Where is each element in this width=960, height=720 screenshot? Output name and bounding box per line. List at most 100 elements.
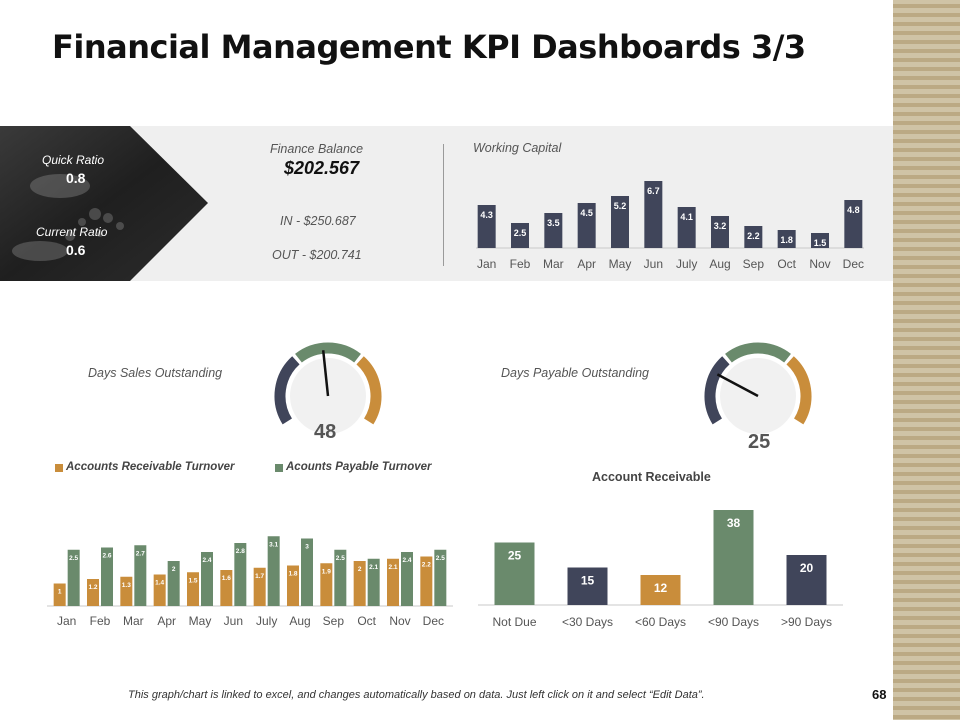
gauge-segment-high bbox=[356, 356, 382, 425]
turnover-data-label: 1.2 bbox=[88, 584, 97, 591]
turnover-data-label: 2.8 bbox=[236, 548, 245, 555]
payable-bar bbox=[434, 549, 447, 606]
turnover-data-label: 2 bbox=[358, 566, 362, 573]
receivable-bar bbox=[287, 565, 299, 606]
turnover-chart: 1 2.5 Jan 1.2 2.6 Feb 1.3 2.7 Mar 1.4 2 Apr 1.5 2.4 Ma… bbox=[47, 536, 453, 628]
wc-tick-label: Jun bbox=[644, 257, 663, 271]
ar-data-label: 15 bbox=[581, 574, 595, 588]
working-capital-title: Working Capital bbox=[473, 141, 562, 155]
receivable-bar bbox=[87, 579, 99, 606]
legend-payable: Acounts Payable Turnover bbox=[286, 461, 432, 473]
ar-bar bbox=[640, 575, 681, 605]
turnover-tick-label: Jun bbox=[224, 614, 243, 628]
wc-tick-label: Sep bbox=[743, 257, 765, 271]
payable-bar bbox=[334, 549, 347, 606]
wc-bar bbox=[677, 207, 696, 248]
receivable-bar bbox=[153, 574, 166, 606]
wc-data-label: 2.5 bbox=[514, 228, 527, 238]
working-capital-chart: 4.3 Jan 2.5 Feb 3.5 Mar 4.5 Apr 5.2 May 6.7 Jun 4.1 J… bbox=[476, 181, 864, 271]
wc-bar bbox=[844, 200, 863, 248]
current-ratio-label: Current Ratio bbox=[36, 225, 108, 239]
gauge-segment-low bbox=[274, 356, 300, 425]
turnover-data-label: 1.4 bbox=[155, 580, 164, 587]
page-number: 68 bbox=[872, 687, 887, 702]
turnover-data-label: 2.1 bbox=[388, 564, 397, 571]
turnover-data-label: 2.4 bbox=[402, 557, 411, 564]
gauge-segment-mid bbox=[295, 342, 361, 363]
ar-bar bbox=[494, 542, 535, 605]
ratios-panel bbox=[0, 126, 210, 281]
turnover-data-label: 1.6 bbox=[222, 575, 231, 582]
payable-bar bbox=[234, 543, 247, 606]
turnover-data-label: 1.7 bbox=[255, 573, 264, 580]
wc-bar bbox=[611, 196, 629, 248]
turnover-tick-label: May bbox=[189, 614, 212, 628]
receivable-bar bbox=[353, 561, 366, 606]
finance-balance-label: Finance Balance bbox=[270, 142, 364, 156]
hands-coins-photo bbox=[0, 126, 208, 281]
turnover-tick-label: Oct bbox=[357, 614, 376, 628]
ar-tick-label: <60 Days bbox=[635, 615, 686, 629]
payable-bar bbox=[267, 536, 280, 606]
quick-ratio-value: 0.8 bbox=[66, 170, 86, 186]
legend-receivable: Accounts Receivable Turnover bbox=[66, 461, 235, 473]
receivable-bar bbox=[387, 558, 399, 606]
turnover-data-label: 1.5 bbox=[188, 577, 197, 584]
turnover-tick-label: Mar bbox=[123, 614, 144, 628]
turnover-tick-label: Feb bbox=[90, 614, 111, 628]
divider bbox=[443, 144, 444, 266]
wc-data-label: 4.5 bbox=[580, 208, 593, 218]
wc-tick-label: May bbox=[609, 257, 632, 271]
wc-data-label: 2.2 bbox=[747, 231, 760, 241]
wc-bar bbox=[544, 213, 563, 248]
turnover-data-label: 2.4 bbox=[202, 557, 211, 564]
dpo-value: 25 bbox=[748, 431, 771, 453]
payable-bar bbox=[67, 549, 80, 606]
payable-bar bbox=[401, 552, 413, 606]
gauge-segment-mid bbox=[725, 342, 791, 363]
turnover-data-label: 2 bbox=[172, 566, 176, 573]
receivable-bar bbox=[187, 572, 199, 606]
wc-bar bbox=[511, 223, 529, 248]
payable-bar bbox=[367, 558, 380, 606]
payable-bar bbox=[167, 561, 180, 606]
wc-data-label: 6.7 bbox=[647, 186, 660, 196]
receivable-bar bbox=[120, 576, 133, 606]
turnover-tick-label: Nov bbox=[389, 614, 410, 628]
wc-tick-label: July bbox=[676, 257, 697, 271]
wc-data-label: 4.3 bbox=[480, 210, 493, 220]
wc-tick-label: Feb bbox=[510, 257, 531, 271]
ar-tick-label: Not Due bbox=[492, 615, 536, 629]
dso-title: Days Sales Outstanding bbox=[88, 366, 223, 380]
finance-in: IN - $250.687 bbox=[280, 214, 356, 228]
receivable-bar bbox=[320, 563, 333, 606]
wc-bar bbox=[744, 226, 763, 248]
wc-bar bbox=[711, 216, 729, 248]
receivable-bar bbox=[220, 570, 233, 606]
dpo-gauge bbox=[704, 342, 812, 434]
wc-data-label: 1.8 bbox=[780, 235, 793, 245]
wc-data-label: 4.1 bbox=[680, 212, 693, 222]
ar-tick-label: <90 Days bbox=[708, 615, 759, 629]
page-title: Financial Management KPI Dashboards 3/3 bbox=[52, 28, 806, 66]
turnover-tick-label: July bbox=[256, 614, 277, 628]
ar-data-label: 38 bbox=[727, 516, 741, 530]
turnover-data-label: 2.5 bbox=[336, 555, 345, 562]
wc-bar bbox=[577, 203, 596, 248]
finance-out: OUT - $200.741 bbox=[272, 248, 362, 262]
wc-bar bbox=[644, 181, 663, 248]
payable-bar bbox=[301, 538, 313, 606]
payable-bar bbox=[134, 545, 147, 606]
turnover-tick-label: Sep bbox=[323, 614, 345, 628]
turnover-data-label: 2.5 bbox=[69, 555, 78, 562]
dpo-title: Days Payable Outstanding bbox=[501, 366, 650, 380]
legend-swatch-receivable bbox=[55, 464, 63, 472]
wc-bar bbox=[811, 233, 829, 248]
turnover-tick-label: Dec bbox=[423, 614, 444, 628]
turnover-tick-label: Apr bbox=[157, 614, 176, 628]
turnover-tick-label: Aug bbox=[289, 614, 310, 628]
dso-gauge bbox=[274, 342, 382, 434]
wc-data-label: 5.2 bbox=[614, 201, 627, 211]
coin-stack-photo bbox=[893, 0, 960, 720]
wc-tick-label: Apr bbox=[577, 257, 596, 271]
